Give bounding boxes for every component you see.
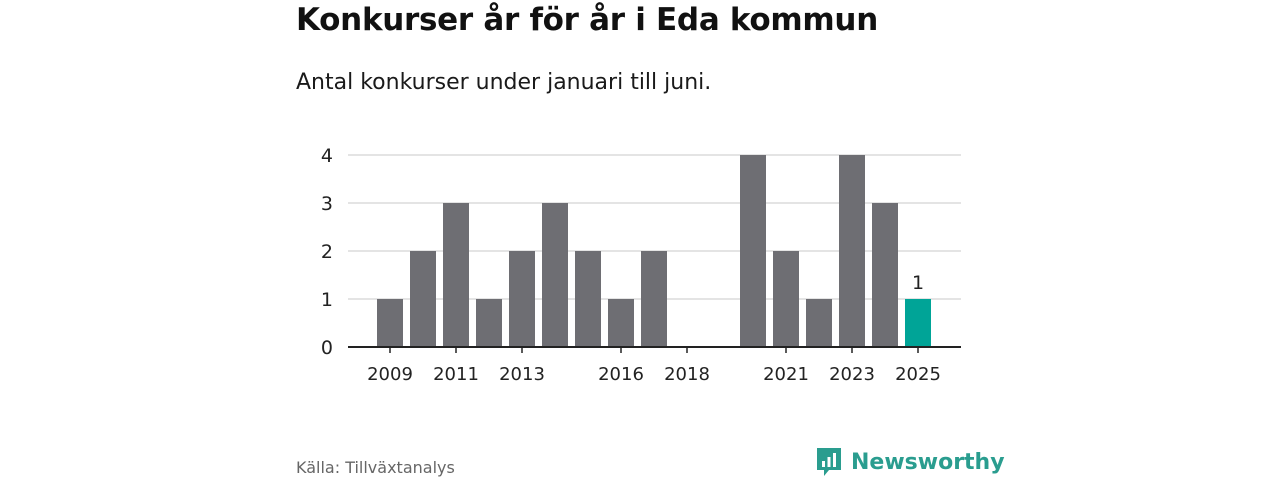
bars	[377, 155, 931, 347]
x-tick-label: 2011	[433, 364, 479, 385]
data-labels: 1	[912, 272, 924, 294]
brand-name: Newsworthy	[851, 449, 1005, 475]
y-axis-tick-labels: 0 1 2 3 4	[321, 145, 333, 359]
bar-2024	[872, 203, 898, 347]
bar-2015	[575, 251, 601, 347]
x-axis-tick-labels: 2009 2011 2013 2016 2018 2021 2023 2025	[367, 364, 941, 385]
newsworthy-logo-icon	[817, 448, 841, 476]
bar-2014	[542, 203, 568, 347]
bar-2012	[476, 299, 502, 347]
bar-2023	[839, 155, 865, 347]
x-tick-label: 2018	[664, 364, 710, 385]
bar-2025	[905, 299, 931, 347]
bar-2017	[641, 251, 667, 347]
chart-title: Konkurser år för år i Eda kommun	[296, 2, 878, 38]
y-tick-label: 3	[321, 193, 333, 215]
bar-2022	[806, 299, 832, 347]
x-tick-label: 2013	[499, 364, 545, 385]
y-tick-label: 2	[321, 241, 333, 263]
x-tick-label: 2016	[598, 364, 644, 385]
y-tick-label: 4	[321, 145, 333, 167]
y-tick-label: 1	[321, 289, 333, 311]
x-tick-label: 2021	[763, 364, 809, 385]
x-axis	[348, 346, 961, 353]
bar-2013	[509, 251, 535, 347]
source-note: Källa: Tillväxtanalys	[296, 458, 455, 477]
bar-2021	[773, 251, 799, 347]
bar-2009	[377, 299, 403, 347]
chart-subtitle: Antal konkurser under januari till juni.	[296, 70, 712, 95]
bar-2020	[740, 155, 766, 347]
y-tick-label: 0	[321, 337, 333, 359]
bar-2010	[410, 251, 436, 347]
bar-2016	[608, 299, 634, 347]
bar-2011	[443, 203, 469, 347]
brand-logo: Newsworthy	[815, 446, 1005, 478]
x-tick-label: 2009	[367, 364, 413, 385]
x-tick-label: 2023	[829, 364, 875, 385]
x-tick-label: 2025	[895, 364, 941, 385]
data-label-2025: 1	[912, 272, 924, 294]
